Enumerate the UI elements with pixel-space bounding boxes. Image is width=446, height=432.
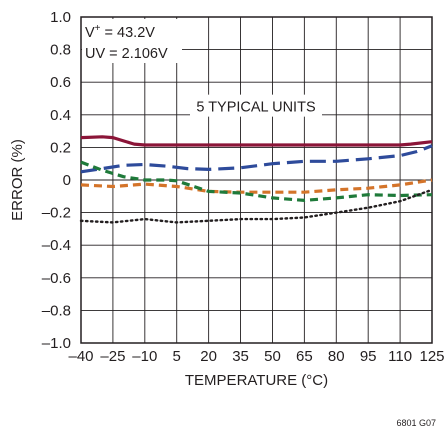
- annotation-supply-voltage: V+ = 43.2V: [85, 23, 155, 41]
- x-tick-label: 50: [264, 348, 281, 365]
- x-tick-label: 35: [232, 348, 249, 365]
- x-tick-label: 80: [328, 348, 345, 365]
- x-tick-label: 95: [360, 348, 377, 365]
- figure-id: 6801 G07: [396, 418, 436, 428]
- y-tick-label: –0.8: [42, 302, 71, 319]
- annotation-uv-voltage: UV = 2.106V: [85, 46, 168, 62]
- y-tick-label: 0.8: [50, 42, 71, 59]
- x-tick-label: 20: [200, 348, 217, 365]
- series-line-unit-1: [80, 135, 433, 147]
- annotation-background: [190, 94, 322, 117]
- y-tick-label: 0.4: [50, 107, 71, 124]
- x-tick-label: 65: [296, 348, 313, 365]
- annotation-background: [82, 19, 182, 63]
- y-tick-label: –0.2: [42, 205, 71, 222]
- x-tick-label: 5: [173, 348, 181, 365]
- annotation-typical-units: 5 TYPICAL UNITS: [196, 100, 315, 116]
- chart-series: [79, 135, 434, 224]
- x-axis-label: TEMPERATURE (°C): [185, 372, 328, 389]
- y-tick-label: –0.6: [42, 270, 71, 287]
- x-tick-label: 125: [419, 348, 444, 365]
- y-tick-label: –0.4: [42, 237, 71, 254]
- y-tick-label: 1.0: [50, 9, 71, 26]
- y-tick-label: 0: [63, 172, 71, 189]
- x-tick-labels: –40 –25 –10 5 20 35 50 65 80 95 110 125: [68, 348, 444, 365]
- chart-grid: [81, 17, 432, 343]
- x-tick-label: –10: [132, 348, 157, 365]
- y-tick-label: 0.2: [50, 139, 71, 156]
- y-tick-labels: 1.0 0.8 0.6 0.4 0.2 0 –0.2 –0.4 –0.6 –0.8 –1.0: [42, 9, 71, 352]
- x-tick-label: 110: [388, 348, 412, 365]
- series-line-unit-2: [80, 144, 433, 174]
- series-line-unit-3: [80, 178, 433, 194]
- x-tick-label: –25: [100, 348, 125, 365]
- y-tick-label: –1.0: [42, 335, 71, 352]
- y-tick-label: 0.6: [50, 74, 71, 91]
- series-line-unit-4: [80, 160, 433, 202]
- series-line-unit-5: [79, 188, 434, 224]
- y-axis-label: ERROR (%): [9, 139, 26, 221]
- x-tick-label: –40: [68, 348, 93, 365]
